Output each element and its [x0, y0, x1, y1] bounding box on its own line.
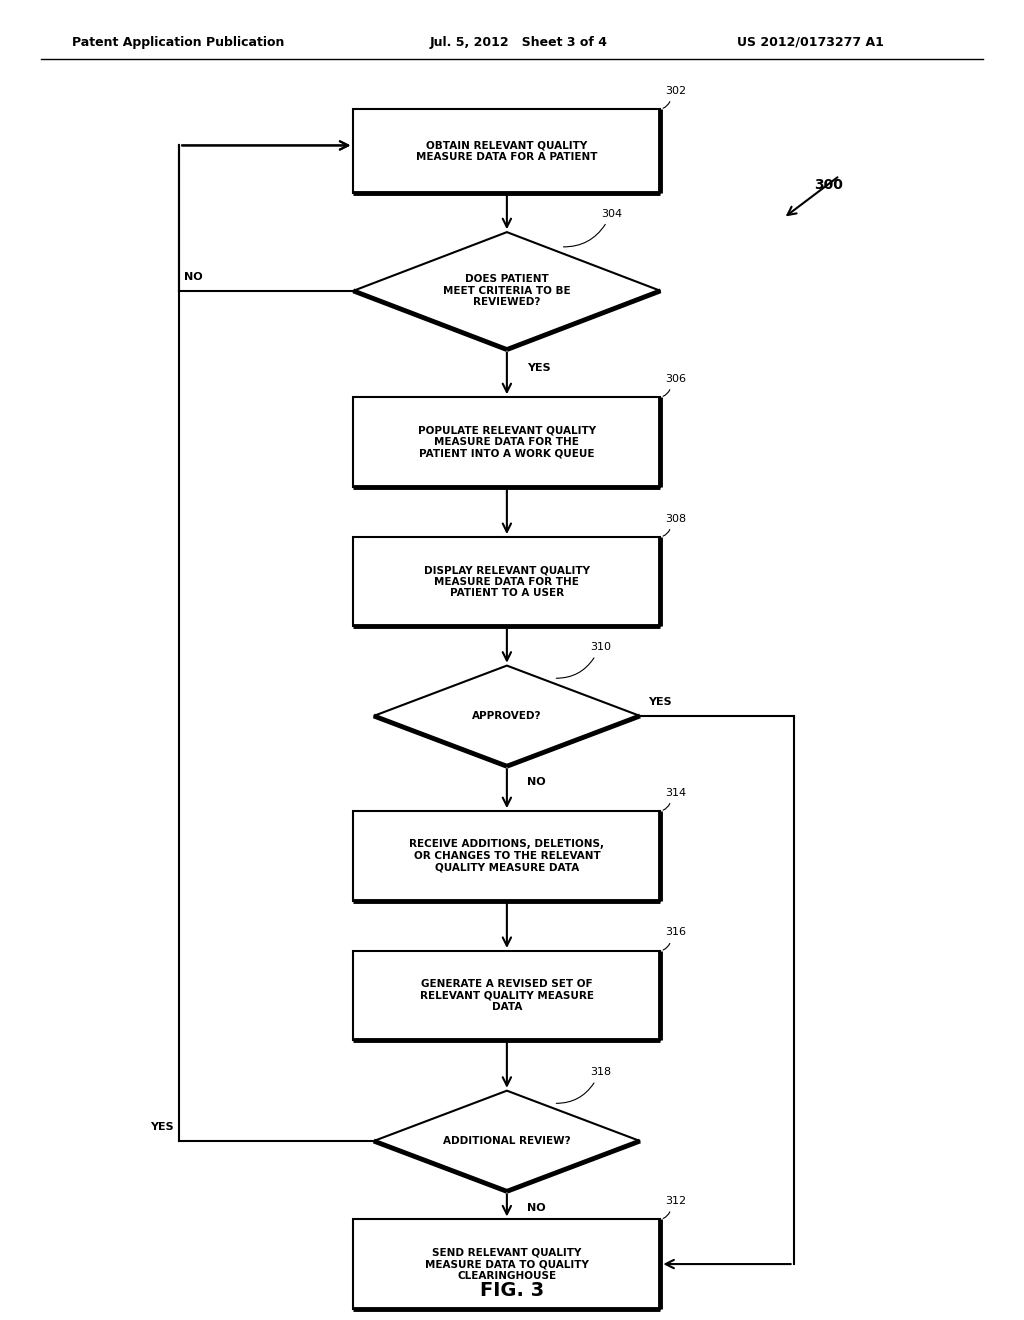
Polygon shape: [353, 232, 660, 350]
Text: SEND RELEVANT QUALITY
MEASURE DATA TO QUALITY
CLEARINGHOUSE: SEND RELEVANT QUALITY MEASURE DATA TO QU…: [425, 1247, 589, 1280]
Text: POPULATE RELEVANT QUALITY
MEASURE DATA FOR THE
PATIENT INTO A WORK QUEUE: POPULATE RELEVANT QUALITY MEASURE DATA F…: [418, 425, 596, 458]
Text: NO: NO: [184, 272, 203, 282]
Text: GENERATE A REVISED SET OF
RELEVANT QUALITY MEASURE
DATA: GENERATE A REVISED SET OF RELEVANT QUALI…: [420, 979, 594, 1012]
Text: RECEIVE ADDITIONS, DELETIONS,
OR CHANGES TO THE RELEVANT
QUALITY MEASURE DATA: RECEIVE ADDITIONS, DELETIONS, OR CHANGES…: [410, 840, 604, 873]
Text: US 2012/0173277 A1: US 2012/0173277 A1: [737, 36, 884, 49]
Text: Patent Application Publication: Patent Application Publication: [72, 36, 284, 49]
Text: 310: 310: [590, 642, 611, 652]
FancyBboxPatch shape: [353, 397, 660, 487]
Text: 316: 316: [666, 928, 687, 937]
Polygon shape: [374, 665, 640, 767]
Text: 314: 314: [666, 788, 687, 797]
Text: 302: 302: [666, 86, 687, 95]
Text: 306: 306: [666, 374, 687, 384]
FancyBboxPatch shape: [353, 810, 660, 900]
Text: YES: YES: [648, 697, 672, 708]
Text: 318: 318: [590, 1068, 611, 1077]
FancyBboxPatch shape: [353, 1220, 660, 1309]
Text: Jul. 5, 2012   Sheet 3 of 4: Jul. 5, 2012 Sheet 3 of 4: [430, 36, 608, 49]
Text: YES: YES: [151, 1122, 174, 1133]
Text: YES: YES: [527, 363, 551, 374]
Text: 304: 304: [602, 209, 623, 219]
Text: DOES PATIENT
MEET CRITERIA TO BE
REVIEWED?: DOES PATIENT MEET CRITERIA TO BE REVIEWE…: [443, 275, 570, 308]
Polygon shape: [374, 1090, 640, 1192]
Text: 300: 300: [814, 178, 843, 191]
Text: 312: 312: [666, 1196, 687, 1206]
Text: OBTAIN RELEVANT QUALITY
MEASURE DATA FOR A PATIENT: OBTAIN RELEVANT QUALITY MEASURE DATA FOR…: [416, 140, 598, 162]
FancyBboxPatch shape: [353, 110, 660, 193]
Text: NO: NO: [527, 777, 546, 788]
Text: 308: 308: [666, 513, 687, 524]
FancyBboxPatch shape: [353, 950, 660, 1040]
Text: DISPLAY RELEVANT QUALITY
MEASURE DATA FOR THE
PATIENT TO A USER: DISPLAY RELEVANT QUALITY MEASURE DATA FO…: [424, 565, 590, 598]
FancyBboxPatch shape: [353, 537, 660, 627]
Text: ADDITIONAL REVIEW?: ADDITIONAL REVIEW?: [443, 1137, 570, 1146]
Text: APPROVED?: APPROVED?: [472, 711, 542, 721]
Text: FIG. 3: FIG. 3: [480, 1280, 544, 1300]
Text: NO: NO: [527, 1203, 546, 1213]
